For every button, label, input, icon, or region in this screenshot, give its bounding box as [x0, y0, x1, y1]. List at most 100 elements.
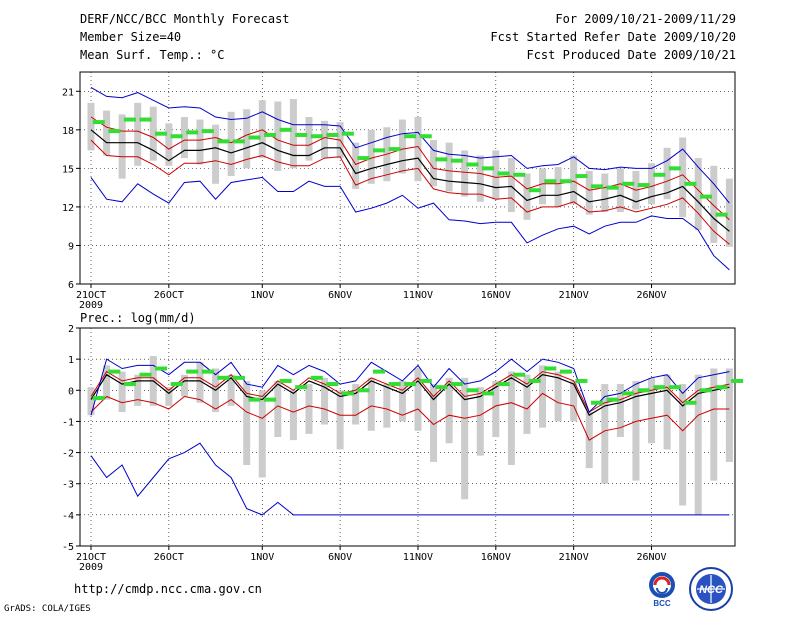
temp-ensemble-bar	[258, 100, 266, 159]
temp-ensemble-bar	[476, 155, 484, 202]
prec-member-mark	[528, 378, 541, 383]
temp-member-mark	[668, 166, 681, 171]
prec-member-mark	[139, 372, 152, 377]
prec-x-tick-label: 21OCT	[76, 552, 106, 563]
temp-y-tick-label: 9	[68, 241, 74, 252]
prec-member-mark	[731, 378, 744, 383]
temp-ensemble-bar	[87, 102, 95, 151]
prec-member-mark	[341, 391, 354, 396]
prec-ensemble-bar	[554, 371, 562, 422]
temp-member-mark	[248, 135, 261, 140]
temp-member-mark	[482, 166, 495, 171]
temp-ensemble-bar	[352, 142, 360, 189]
temp-member-mark	[108, 129, 121, 134]
prec-ensemble-bar	[274, 380, 282, 437]
prec-x-tick-label: 1NOV	[250, 552, 274, 563]
prec-y-tick-label: -5	[62, 542, 74, 553]
temp-member-mark	[232, 139, 245, 144]
temp-ensemble-bar	[710, 165, 718, 243]
prec-ensemble-bar	[336, 390, 344, 450]
prec-ensemble-bar	[523, 374, 531, 434]
temp-x-tick-label: 26NOV	[636, 290, 666, 301]
prec-member-mark	[435, 385, 448, 390]
temp-x-tick-label: 11NOV	[403, 290, 433, 301]
temp-ensemble-bar	[367, 129, 375, 184]
temp-ensemble-bar	[180, 116, 188, 159]
forecast-started-date: Fcst Started Refer Date 2009/10/20	[490, 30, 736, 44]
prec-x-tick-label: 6NOV	[328, 552, 352, 563]
prec-y-tick-label: -3	[62, 480, 74, 491]
temp-ensemble-bar	[321, 120, 329, 159]
temp-member-mark	[279, 127, 292, 132]
prec-member-mark	[404, 382, 417, 387]
prec-member-mark	[279, 378, 292, 383]
prec-member-mark	[170, 382, 183, 387]
precip-panel-title: Prec.: log(mm/d)	[80, 311, 196, 325]
prec-member-mark	[92, 396, 105, 401]
temp-x-tick-label: 26OCT	[154, 290, 184, 301]
prec-member-mark	[264, 397, 277, 402]
prec-ensemble-bar	[492, 380, 500, 437]
prec-member-mark	[575, 378, 588, 383]
prec-ensemble-bar	[476, 387, 484, 456]
prec-member-mark	[700, 388, 713, 393]
temp-member-mark	[575, 174, 588, 179]
temp-ensemble-bar	[212, 124, 220, 184]
prec-plot-frame	[79, 327, 736, 547]
prec-member-mark	[419, 378, 432, 383]
temp-member-mark	[544, 179, 557, 184]
source-url[interactable]: http://cmdp.ncc.cma.gov.cn	[74, 582, 262, 596]
prec-member-mark	[108, 369, 121, 374]
temp-ensemble-bar	[507, 158, 515, 213]
member-size: Member Size=40	[80, 30, 182, 44]
temp-ensemble-bar	[134, 102, 142, 166]
prec-ensemble-bar	[679, 384, 687, 506]
prec-line-ensemble-min	[90, 442, 730, 516]
prec-ensemble-bar	[430, 384, 438, 462]
temp-x-tick-label: 21OCT	[76, 290, 106, 301]
prec-ensemble-bar	[725, 368, 733, 462]
prec-ensemble-bar	[87, 387, 95, 416]
prec-member-mark	[591, 400, 604, 405]
prec-member-mark	[497, 382, 510, 387]
temp-member-mark	[388, 147, 401, 152]
temp-ensemble-bar	[523, 173, 531, 220]
prec-x-tick-label: 26OCT	[154, 552, 184, 563]
prec-member-mark	[653, 385, 666, 390]
temp-member-mark	[513, 172, 526, 177]
temp-member-mark	[497, 171, 510, 176]
temp-member-mark	[264, 132, 277, 137]
temp-ensemble-bar	[461, 150, 469, 197]
prec-ensemble-bar	[321, 377, 329, 425]
prec-x-tick-label: 16NOV	[481, 552, 511, 563]
prec-member-mark	[201, 369, 214, 374]
prec-member-mark	[559, 369, 572, 374]
prec-member-mark	[684, 400, 697, 405]
prec-member-mark	[466, 388, 479, 393]
temp-ensemble-bar	[601, 173, 609, 213]
temp-member-mark	[295, 132, 308, 137]
prec-y-tick-label: 2	[68, 324, 74, 335]
prec-member-mark	[544, 366, 557, 371]
temp-line-mean-spread	[90, 139, 730, 245]
prec-member-mark	[357, 388, 370, 393]
temp-ensemble-bar	[227, 111, 235, 177]
temp-ensemble-bar	[585, 170, 593, 215]
temp-line-ensemble-max	[90, 86, 730, 204]
prec-member-mark	[482, 391, 495, 396]
prec-member-mark	[373, 369, 386, 374]
prec-ensemble-bar	[461, 377, 469, 500]
prec-member-mark	[637, 388, 650, 393]
temp-member-mark	[466, 162, 479, 167]
temp-member-mark	[201, 129, 214, 134]
temp-line-ensemble-mean	[90, 129, 730, 232]
prec-ensemble-bar	[289, 390, 297, 441]
prec-member-mark	[186, 369, 199, 374]
prec-ensemble-bar	[352, 384, 360, 425]
prec-ensemble-bar	[539, 365, 547, 428]
bcc-logo-text: BCC	[653, 599, 671, 608]
temp-ensemble-bar	[430, 140, 438, 187]
temp-ensemble-bar	[445, 142, 453, 192]
temp-y-tick-label: 21	[62, 87, 74, 98]
